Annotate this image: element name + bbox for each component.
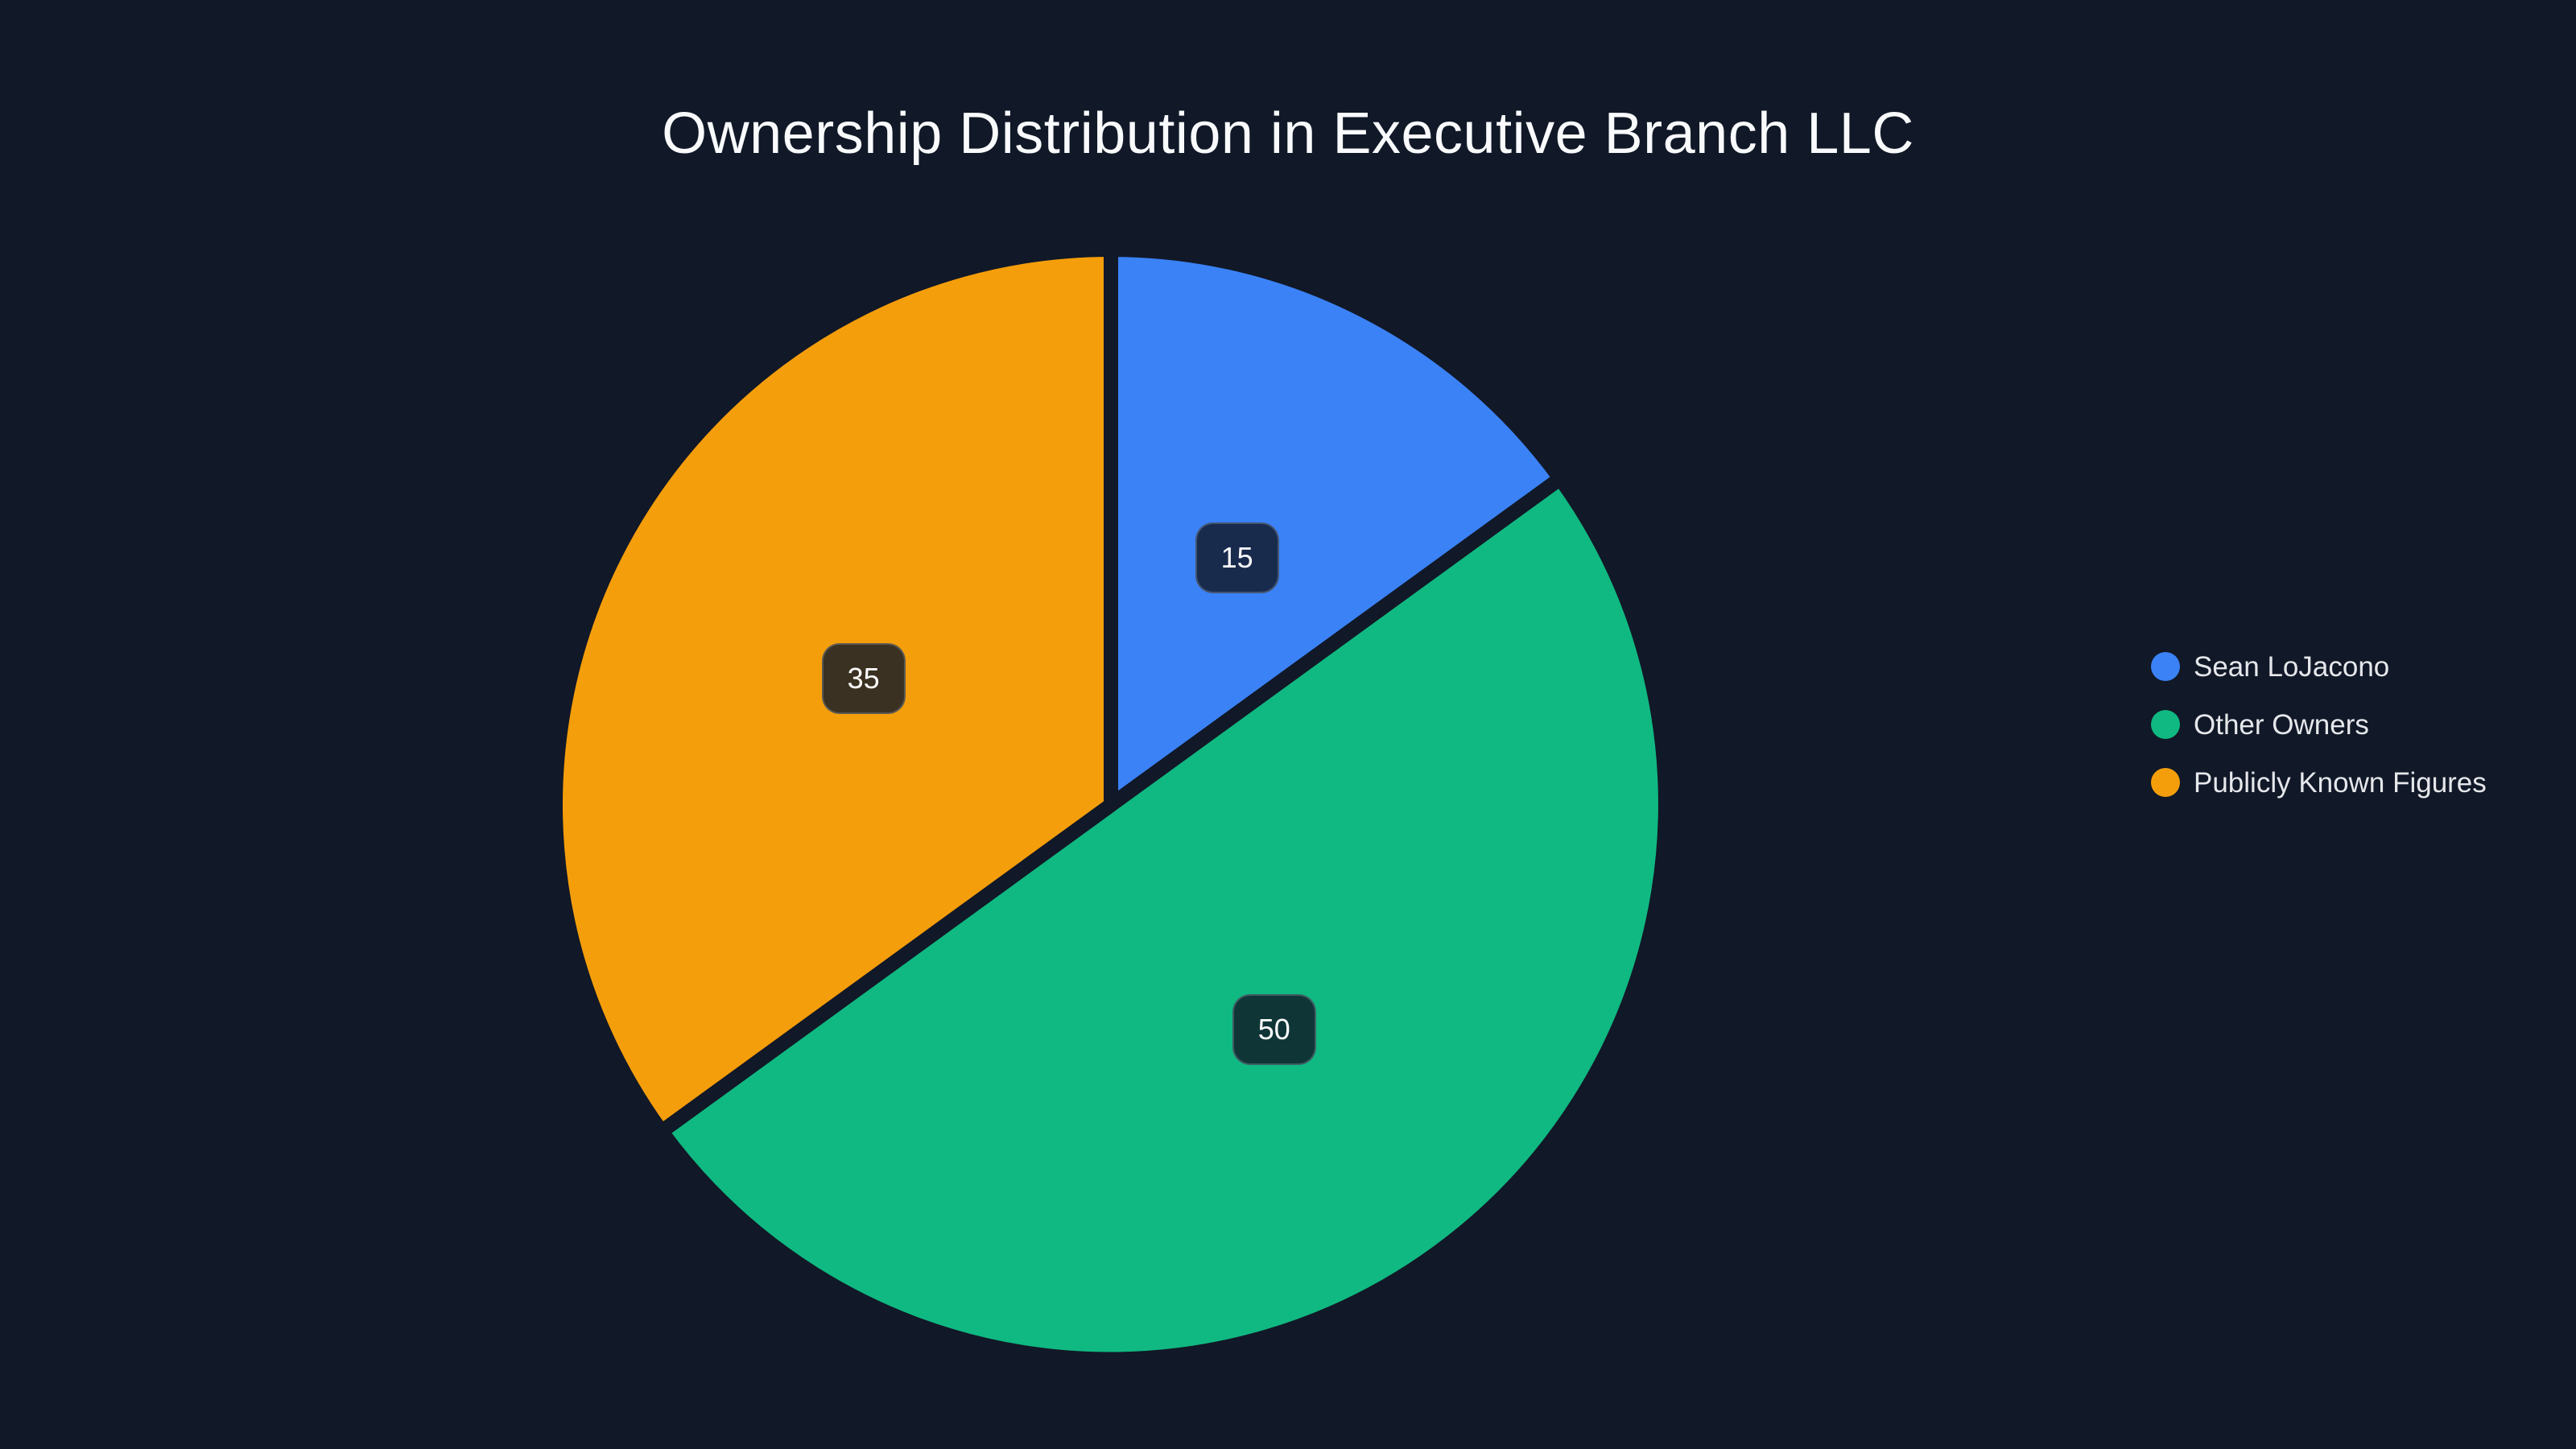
legend-item-label: Other Owners [2194, 708, 2369, 741]
legend-marker-icon [2151, 710, 2180, 739]
legend-marker-icon [2151, 768, 2180, 797]
legend-item-label: Publicly Known Figures [2194, 766, 2487, 799]
legend-item-sean-lojacono[interactable]: Sean LoJacono [2151, 652, 2487, 681]
pie-slice-sean-lojacono[interactable] [1104, 242, 1568, 812]
slice-value-label-other-owners: 50 [1232, 994, 1316, 1066]
legend: Sean LoJacono Other Owners Publicly Known … [2151, 652, 2487, 826]
pie-chart [548, 242, 1673, 1367]
slice-value-label-publicly-known-figures: 35 [821, 643, 906, 715]
legend-marker-icon [2151, 652, 2180, 681]
slice-value-label-sean-lojacono: 15 [1195, 522, 1279, 593]
pie-slice-other-owners[interactable] [654, 471, 1673, 1367]
legend-item-publicly-known-figures[interactable]: Publicly Known Figures [2151, 768, 2487, 797]
legend-item-label: Sean LoJacono [2194, 650, 2390, 683]
chart-title: Ownership Distribution in Executive Bran… [662, 101, 1914, 166]
legend-item-other-owners[interactable]: Other Owners [2151, 710, 2487, 739]
